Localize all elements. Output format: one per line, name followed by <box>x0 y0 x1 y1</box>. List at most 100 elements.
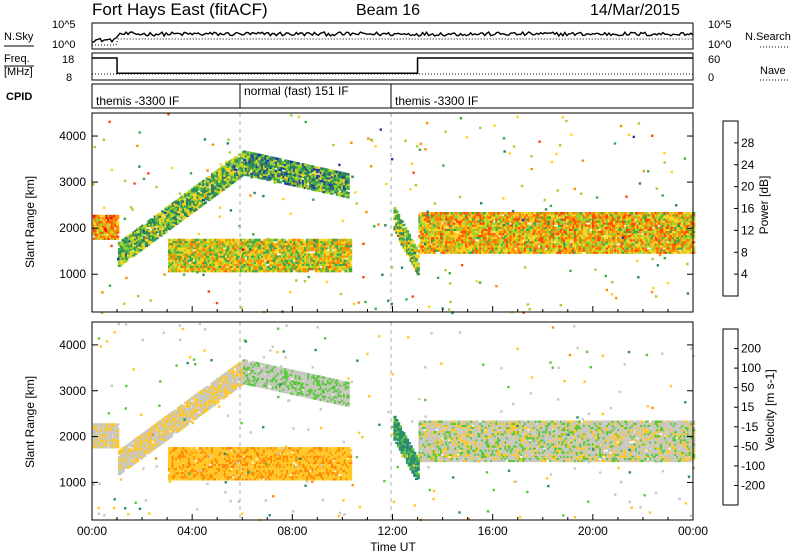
heatmap-cell <box>112 225 116 228</box>
heatmap-cell <box>116 221 120 224</box>
heatmap-cell <box>128 254 132 257</box>
heatmap-cell <box>214 245 218 248</box>
heatmap-cell <box>227 251 231 254</box>
heatmap-cell <box>257 168 261 171</box>
heatmap-cell <box>182 200 186 203</box>
heatmap-cell <box>148 219 152 222</box>
heatmap-cell <box>289 177 293 180</box>
heatmap-cell <box>277 178 281 182</box>
heatmap-cell <box>309 181 313 184</box>
heatmap-cell <box>193 207 197 210</box>
heatmap-cell <box>221 261 225 264</box>
heatmap-cell <box>335 189 339 192</box>
heatmap-cell <box>253 165 257 168</box>
heatmap-cell <box>177 238 181 242</box>
heatmap-cell <box>302 163 306 166</box>
heatmap-cell <box>132 254 136 257</box>
heatmap-cell <box>328 181 332 185</box>
heatmap-cell <box>128 236 132 239</box>
heatmap-cell <box>171 255 175 258</box>
heatmap-cell <box>316 179 320 182</box>
heatmap-cell <box>119 250 123 254</box>
heatmap-cell <box>187 205 191 208</box>
heatmap-cell <box>337 194 341 197</box>
heatmap-cell <box>94 237 98 240</box>
heatmap-cell <box>323 186 327 190</box>
heatmap-cell <box>507 216 512 219</box>
heatmap-cell <box>221 265 225 269</box>
heatmap-cell <box>293 253 297 256</box>
heatmap-cell <box>556 216 560 219</box>
heatmap-cell <box>212 190 216 194</box>
heatmap-cell <box>328 187 332 191</box>
heatmap-cell <box>305 174 309 177</box>
heatmap-cell <box>116 237 120 240</box>
heatmap-cell <box>184 263 188 266</box>
heatmap-cell <box>175 245 179 248</box>
heatmap-cell <box>92 218 97 222</box>
heatmap-cell <box>230 177 234 180</box>
heatmap-cell <box>146 220 150 224</box>
heatmap-cell <box>223 186 227 190</box>
heatmap-cell <box>227 184 231 187</box>
heatmap-cell <box>230 247 234 250</box>
heatmap-cell <box>223 257 227 260</box>
heatmap-cell <box>178 219 182 223</box>
heatmap-cell <box>223 166 227 169</box>
heatmap-cell <box>319 177 323 181</box>
heatmap-cell <box>271 173 275 176</box>
heatmap-cell <box>173 203 177 206</box>
heatmap-cell <box>103 235 107 238</box>
heatmap-cell <box>221 267 225 271</box>
heatmap-cell <box>225 181 229 184</box>
heatmap-cell <box>302 175 306 179</box>
heatmap-cell <box>144 230 148 233</box>
heatmap-cell <box>200 242 204 246</box>
heatmap-cell <box>252 152 256 155</box>
heatmap-cell <box>200 189 204 192</box>
heatmap-cell <box>134 250 138 254</box>
heatmap-cell <box>230 175 234 178</box>
heatmap-cell <box>187 207 191 210</box>
heatmap-cell <box>193 238 197 242</box>
heatmap-cell <box>229 269 233 273</box>
heatmap-cell <box>341 180 345 183</box>
heatmap-cell <box>221 177 225 181</box>
heatmap-cell <box>150 222 154 225</box>
heatmap-cell <box>182 269 186 273</box>
heatmap-cell <box>321 173 325 177</box>
heatmap-cell <box>218 247 222 250</box>
freq-label: Freq. <box>4 53 30 65</box>
heatmap-cell <box>349 263 353 266</box>
heatmap-cell <box>316 185 320 188</box>
heatmap-cell <box>339 177 343 181</box>
heatmap-cell <box>278 158 282 161</box>
heatmap-cell <box>143 239 147 243</box>
heatmap-cell <box>328 169 332 172</box>
heatmap-cell <box>187 198 191 202</box>
heatmap-cell <box>200 202 204 205</box>
heatmap-cell <box>214 265 218 269</box>
heatmap-cell <box>202 263 206 266</box>
heatmap-cell <box>219 185 224 188</box>
heatmap-cell <box>287 178 291 182</box>
heatmap-cell <box>246 153 250 156</box>
heatmap-cell <box>349 259 353 262</box>
heatmap-cell <box>344 172 348 176</box>
heatmap-cell <box>171 263 175 266</box>
heatmap-cell <box>168 251 172 254</box>
heatmap-cell <box>257 251 261 254</box>
heatmap-cell <box>194 261 199 264</box>
heatmap-cell <box>98 223 102 226</box>
heatmap-cell <box>273 171 277 175</box>
heatmap-cell <box>339 171 343 174</box>
heatmap-cell <box>203 240 208 244</box>
heatmap-cell <box>334 172 338 175</box>
heatmap-cell <box>293 175 297 179</box>
heatmap-cell <box>139 242 143 245</box>
heatmap-cell <box>177 240 181 244</box>
heatmap-cell <box>214 242 218 246</box>
heatmap-cell <box>293 165 297 168</box>
heatmap-cell <box>269 158 274 161</box>
heatmap-cell <box>125 253 129 256</box>
